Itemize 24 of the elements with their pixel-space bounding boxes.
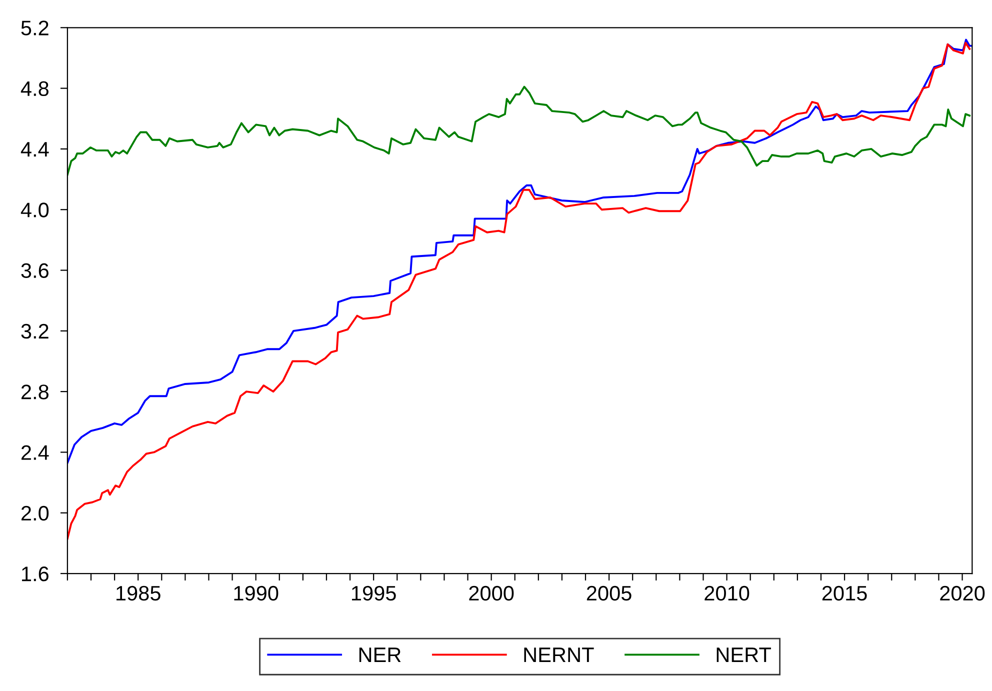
y-tick-label: 5.2 (21, 20, 48, 36)
y-tick-label: 4.4 (20, 142, 49, 156)
x-tick-label: 2020 (940, 586, 985, 601)
y-tick-label: 2.0 (21, 506, 49, 521)
x-tick-label: 2000 (469, 586, 514, 601)
y-tick-label: 3.2 (21, 324, 48, 339)
x-tick-label: 1990 (234, 586, 278, 601)
legend-label: NERT (716, 648, 772, 662)
y-tick-label: 4.0 (20, 202, 49, 218)
x-tick-label: 2010 (704, 586, 750, 601)
x-tick-label: 1985 (116, 586, 160, 601)
y-tick-label: 4.8 (20, 81, 48, 96)
y-tick-label: 2.8 (21, 384, 48, 400)
legend-label: NER (359, 648, 401, 662)
line-series (67, 38, 972, 464)
y-tick-label: 1.6 (22, 566, 48, 582)
x-tick-label: 2015 (822, 586, 867, 601)
y-tick-label: 3.6 (21, 263, 48, 278)
x-tick-label: 2005 (586, 586, 632, 601)
x-tick-label: 1995 (352, 586, 396, 601)
y-tick-label: 2.4 (21, 445, 49, 460)
line-series (67, 86, 971, 176)
legend-label: NERNT (524, 648, 594, 662)
line-series (67, 42, 971, 540)
